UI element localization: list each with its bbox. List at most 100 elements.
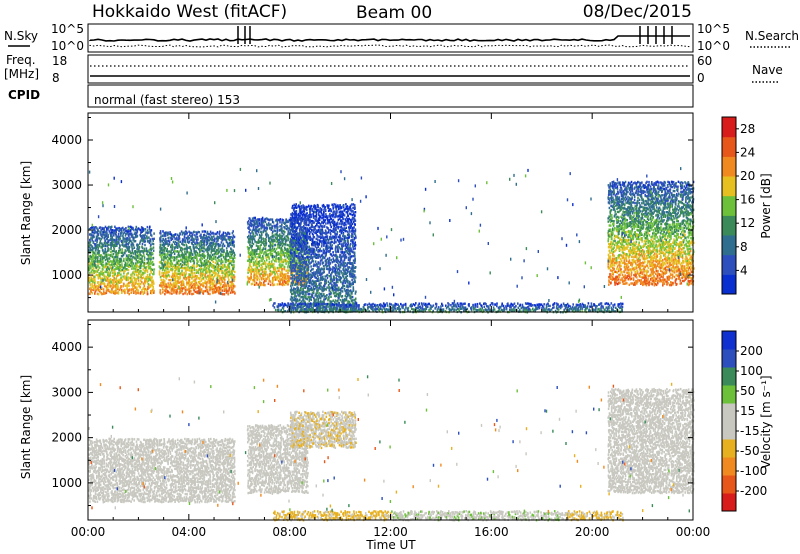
power-echo-cell <box>305 263 308 266</box>
power-echo-cell <box>135 233 137 237</box>
power-echo-cell <box>152 280 155 284</box>
power-echo-cell <box>318 265 320 269</box>
power-echo-cell <box>288 227 290 230</box>
power-echo-cell <box>183 236 186 239</box>
power-echo-cell <box>327 305 329 308</box>
power-echo-cell <box>208 245 210 248</box>
power-echo-cell <box>200 244 202 247</box>
power-echo-cell <box>94 228 96 231</box>
power-echo-cell <box>269 218 272 221</box>
power-echo-cell <box>106 265 108 269</box>
power-echo-cell <box>274 267 276 270</box>
power-echo-cell <box>294 269 297 272</box>
power-echo-cell <box>251 219 253 222</box>
power-echo-cell <box>253 271 256 274</box>
power-echo-cell <box>286 224 288 228</box>
power-echo-cell <box>200 254 202 257</box>
power-echo-cell <box>219 248 222 251</box>
power-echo-cell <box>255 218 257 222</box>
power-echo-cell <box>330 300 333 303</box>
power-echo-cell <box>230 247 232 250</box>
power-echo-cell <box>121 255 124 258</box>
power-echo-cell <box>301 213 303 217</box>
power-echo-cell <box>144 282 146 285</box>
power-echo-cell <box>150 249 152 252</box>
power-echo-cell <box>223 288 226 291</box>
power-echo-cell <box>307 204 310 207</box>
power-echo-cell <box>310 205 313 208</box>
power-echo-cell <box>182 231 184 235</box>
power-echo-cell <box>131 275 133 278</box>
power-echo-cell <box>207 279 210 282</box>
power-echo-cell <box>191 277 193 280</box>
power-echo-cell <box>117 286 119 289</box>
power-echo-cell <box>249 228 251 231</box>
power-echo-cell <box>133 246 136 249</box>
power-echo-cell <box>131 258 134 262</box>
power-echo-cell <box>278 252 281 256</box>
power-echo-cell <box>111 288 113 291</box>
power-echo-cell <box>266 232 268 235</box>
power-echo-cell <box>204 289 207 293</box>
power-echo-cell <box>284 258 287 262</box>
power-echo-cell <box>175 245 178 248</box>
power-echo-cell <box>185 236 188 240</box>
power-echo-cell <box>98 285 101 288</box>
power-echo-cell <box>193 251 196 254</box>
power-echo-cell <box>108 225 110 229</box>
power-echo-cell <box>279 280 281 284</box>
power-echo-cell <box>101 281 103 284</box>
power-echo-cell <box>249 262 251 266</box>
power-echo-cell <box>252 268 255 272</box>
power-echo-cell <box>95 248 97 251</box>
power-echo-cell <box>220 287 223 290</box>
power-echo-cell <box>150 271 152 274</box>
power-echo-cell <box>103 227 105 230</box>
nsky-trace <box>89 26 691 48</box>
power-echo-cell <box>190 238 193 241</box>
power-echo-cell <box>262 247 265 250</box>
power-echo-cell <box>200 267 203 271</box>
power-echo-cell <box>261 259 263 262</box>
power-echo-cell <box>281 232 283 235</box>
power-echo-cell <box>270 226 272 229</box>
power-echo-cell <box>124 252 126 255</box>
power-echo-cell <box>120 280 123 284</box>
power-echo-cell <box>89 247 92 250</box>
power-echo-cell <box>194 242 196 246</box>
power-echo-cell <box>205 271 208 274</box>
power-echo-cell <box>92 280 94 283</box>
power-echo-cell <box>330 220 332 223</box>
power-echo-cell <box>104 247 107 251</box>
power-echo-cell <box>145 279 148 282</box>
power-echo-cell <box>118 246 121 250</box>
power-echo-cell <box>279 278 282 281</box>
power-echo-cell <box>292 241 295 245</box>
power-echo-cell <box>149 225 151 228</box>
power-echo-cell <box>165 253 167 256</box>
power-echo-cell <box>101 263 103 266</box>
power-echo-cell <box>183 243 185 247</box>
power-echo-cell <box>92 274 95 277</box>
power-echo-cell <box>332 267 334 270</box>
power-echo-cell <box>150 253 153 256</box>
power-echo-cell <box>116 279 119 283</box>
power-echo-cell <box>126 284 129 287</box>
power-echo-cell <box>149 283 151 287</box>
power-echo-cell <box>110 280 112 283</box>
nsky-tick-high: 10^5 <box>51 22 84 36</box>
power-echo-cell <box>263 267 265 271</box>
power-echo-cell <box>165 283 168 286</box>
power-echo-cell <box>136 245 139 249</box>
power-echo-cell <box>178 260 181 263</box>
power-echo-cell <box>293 287 295 290</box>
power-echo-cell <box>214 232 217 236</box>
power-echo-cell <box>323 265 325 268</box>
power-echo-cell <box>301 242 304 246</box>
power-echo-cell <box>119 237 122 240</box>
power-echo-cell <box>90 263 93 266</box>
power-echo-cell <box>264 270 266 273</box>
power-echo-cell <box>224 237 226 240</box>
power-echo-cell <box>178 245 181 248</box>
power-echo-cell <box>267 273 269 277</box>
